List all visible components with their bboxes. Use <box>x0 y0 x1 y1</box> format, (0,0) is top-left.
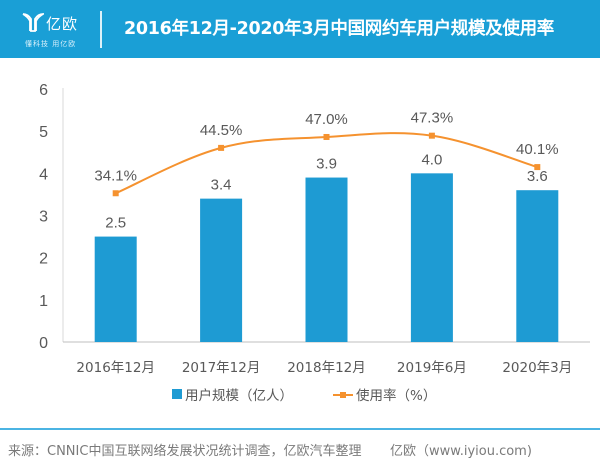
bar-value-label: 3.9 <box>316 156 337 173</box>
bar-value-label: 2.5 <box>105 215 126 232</box>
x-category-label: 2018年12月 <box>287 360 366 376</box>
usage-rate-marker <box>323 133 330 140</box>
logo-y-icon <box>22 13 44 32</box>
x-category-label: 2016年12月 <box>76 360 155 376</box>
x-category-label: 2017年12月 <box>182 360 261 376</box>
legend-line-swatch <box>333 389 353 399</box>
source-note: 来源：CNNIC中国互联网络发展状况统计调查，亿欧汽车整理 <box>8 444 362 459</box>
site-credit: 亿欧（www.iyiou.com) <box>390 444 532 459</box>
y-tick-label: 2 <box>39 251 48 268</box>
header-divider <box>100 11 102 48</box>
chart-area: 0 1 2 3 4 5 6 2.5 3.4 3.9 4.0 3.6 34.1% 44.5% 47.0% 4… <box>39 82 590 376</box>
legend-label-usage-rate: 使用率（%） <box>356 388 437 404</box>
usage-rate-label: 47.3% <box>411 110 454 127</box>
chart-title: 2016年12月-2020年3月中国网约车用户规模及使用率 <box>124 19 555 39</box>
usage-rate-label: 47.0% <box>305 111 348 128</box>
usage-rate-marker <box>428 132 435 139</box>
y-tick-label: 5 <box>39 124 48 141</box>
legend-bar-swatch <box>172 389 182 399</box>
y-tick-label: 6 <box>39 82 48 99</box>
y-tick-label: 4 <box>39 166 48 183</box>
usage-rate-label: 40.1% <box>516 141 559 158</box>
usage-rate-marker <box>112 190 119 197</box>
chart-legend: 用户规模（亿人） 使用率（%） <box>0 384 600 408</box>
usage-rate-marker <box>218 144 225 151</box>
usage-rate-label: 44.5% <box>200 122 243 139</box>
x-category-label: 2020年3月 <box>502 360 572 376</box>
y-tick-label: 3 <box>39 209 48 226</box>
header-banner: 亿欧 懂科技 用亿欧 2016年12月-2020年3月中国网约车用户规模及使用率 <box>0 0 600 58</box>
bar-user-scale <box>94 236 137 342</box>
x-category-label: 2019年6月 <box>397 360 467 376</box>
bar-user-scale <box>305 177 348 342</box>
legend-item-user-scale: 用户规模（亿人） <box>172 384 293 404</box>
bar-user-scale <box>516 190 559 342</box>
bar-value-label: 3.4 <box>211 177 232 194</box>
usage-rate-marker <box>534 164 541 171</box>
y-tick-label: 0 <box>39 335 48 352</box>
bar-user-scale <box>200 198 243 342</box>
bar-value-label: 4.0 <box>421 151 442 168</box>
legend-item-usage-rate: 使用率（%） <box>333 384 436 404</box>
brand-logo: 亿欧 懂科技 用亿欧 <box>22 8 82 50</box>
logo-text: 亿欧 <box>46 15 79 33</box>
y-tick-label: 1 <box>39 293 48 310</box>
footer-divider <box>0 428 600 430</box>
usage-rate-label: 34.1% <box>94 167 137 184</box>
bar-value-label: 3.6 <box>527 168 548 185</box>
legend-label-user-scale: 用户规模（亿人） <box>185 388 293 404</box>
logo-subtitle: 懂科技 用亿欧 <box>25 40 77 48</box>
bar-user-scale <box>410 173 453 342</box>
